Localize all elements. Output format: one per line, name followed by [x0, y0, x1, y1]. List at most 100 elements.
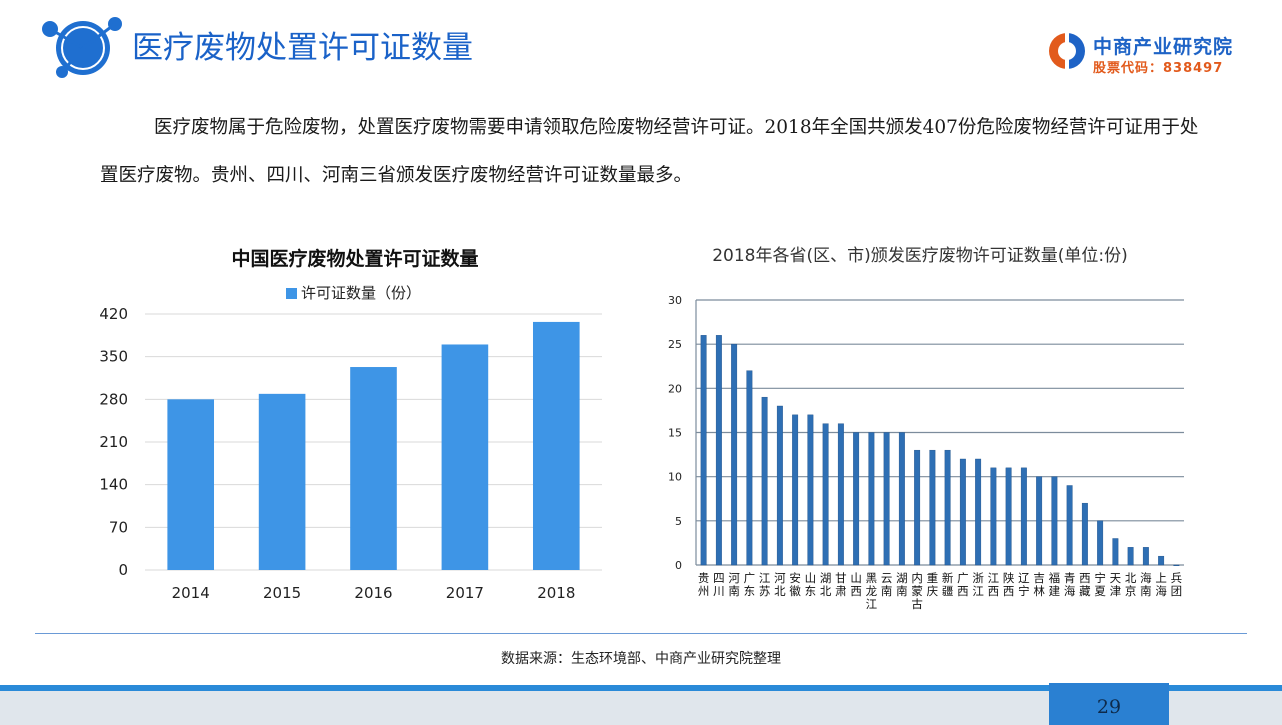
y-tick-label: 25: [668, 338, 682, 351]
x-tick-label-char: 疆: [942, 584, 954, 598]
bar: [1173, 564, 1180, 567]
bar: [807, 414, 814, 566]
y-tick-label: 210: [99, 433, 128, 451]
x-tick-label-char: 苏: [759, 584, 771, 598]
bar: [1081, 502, 1088, 566]
divider: [35, 633, 1247, 634]
bar: [990, 467, 997, 566]
x-tick-label-char: 福: [1049, 571, 1061, 585]
legend-label: 许可证数量（份）: [301, 284, 421, 302]
x-tick-label-char: 宁: [1094, 571, 1106, 585]
brand-name: 中商产业研究院: [1093, 36, 1234, 58]
y-tick-label: 20: [668, 382, 682, 395]
y-tick-label: 10: [668, 471, 682, 484]
bar: [532, 321, 580, 570]
bar: [868, 432, 875, 566]
x-tick-label-char: 重: [927, 571, 939, 585]
x-tick-label-char: 南: [1140, 584, 1152, 598]
x-tick-label-char: 藏: [1079, 584, 1091, 598]
x-tick-label: 2014: [172, 584, 210, 602]
x-tick-label-char: 南: [896, 584, 908, 598]
bar: [776, 405, 783, 566]
x-tick-label-char: 西: [1003, 584, 1015, 598]
x-tick-label-char: 川: [713, 584, 725, 598]
x-tick-label-char: 广: [744, 571, 756, 585]
bar: [350, 367, 397, 570]
bar: [822, 423, 829, 566]
bar: [746, 370, 753, 566]
x-tick-label-char: 河: [728, 571, 740, 585]
x-tick-label-char: 龙: [866, 584, 878, 598]
x-tick-label-char: 江: [972, 584, 984, 598]
x-tick-label-char: 江: [866, 597, 878, 611]
page-title: 医疗废物处置许可证数量: [132, 30, 473, 66]
x-tick-label-char: 南: [728, 584, 740, 598]
x-tick-label: 2015: [263, 584, 301, 602]
x-tick-label-char: 辽: [1018, 571, 1030, 585]
x-tick-label-char: 上: [1155, 571, 1167, 585]
bar: [975, 458, 982, 566]
bar: [731, 343, 738, 566]
y-tick-label: 70: [109, 518, 128, 536]
y-tick-label: 0: [675, 559, 682, 572]
page-number: 29: [1096, 696, 1122, 718]
x-tick-label-char: 海: [1140, 571, 1152, 585]
chart-province-licenses-svg: 2018年各省(区、市)颁发医疗废物许可证数量(单位:份) 0 5 10 15 20 25 3…: [668, 246, 1184, 611]
bar: [853, 432, 860, 566]
bar: [1051, 476, 1058, 566]
x-tick-label-char: 夏: [1094, 584, 1106, 598]
y-tick-label: 15: [668, 427, 682, 440]
x-tick-label-char: 甘: [835, 571, 847, 585]
brand-logo: 中商产业研究院 股票代码：838497: [1046, 28, 1256, 76]
x-tick-label-char: 山: [850, 571, 862, 585]
x-tick-label-char: 林: [1033, 584, 1045, 598]
chart-province-licenses: 2018年各省(区、市)颁发医疗废物许可证数量(单位:份) 0 5 10 15 20 25 3…: [660, 238, 1190, 618]
x-tick-label-char: 浙: [972, 571, 984, 585]
bar: [700, 335, 707, 566]
bar: [1066, 485, 1073, 566]
x-tick-label-char: 天: [1110, 571, 1122, 585]
logo-mark: [36, 12, 128, 82]
bar: [837, 423, 844, 566]
y-tick-label: 420: [99, 305, 128, 323]
bar: [1142, 547, 1149, 566]
x-tick-label-char: 蒙: [911, 584, 923, 598]
x-tick-label-char: 湖: [896, 571, 908, 585]
x-tick-label-char: 海: [1064, 584, 1076, 598]
x-tick-label: 2017: [446, 584, 484, 602]
x-tick-label-char: 内: [911, 571, 923, 585]
x-tick-label-char: 湖: [820, 571, 832, 585]
x-tick-label-char: 北: [820, 584, 832, 598]
x-tick-label-char: 新: [942, 571, 954, 585]
x-tick-label: 2016: [354, 584, 392, 602]
page-number-box: [1049, 683, 1169, 725]
x-tick-label-char: 吉: [1033, 571, 1045, 585]
bar: [1020, 467, 1027, 566]
x-tick-label-char: 津: [1110, 584, 1122, 598]
y-tick-label: 280: [99, 390, 128, 408]
bar: [761, 396, 768, 566]
bar: [898, 432, 905, 566]
bar: [1005, 467, 1012, 566]
x-tick-label-char: 肃: [835, 584, 847, 598]
x-tick-label-char: 团: [1171, 584, 1183, 598]
bar: [1158, 555, 1165, 566]
bar: [914, 449, 921, 566]
bar: [1097, 520, 1104, 566]
chart-annual-licenses: 中国医疗废物处置许可证数量 许可证数量（份） 0 70 140 210 280 350 420 2…: [90, 238, 620, 618]
bar: [1112, 538, 1119, 566]
y-tick-label: 140: [99, 476, 128, 494]
x-tick-label-char: 徽: [789, 584, 801, 598]
x-tick-label-char: 四: [713, 571, 725, 585]
brand-icon: [1049, 30, 1085, 72]
bar: [441, 344, 489, 570]
legend-swatch: [286, 288, 297, 299]
x-tick-label: 2018: [537, 584, 575, 602]
x-tick-label-char: 西: [988, 584, 1000, 598]
x-tick-label-char: 广: [957, 571, 969, 585]
x-tick-label-char: 宁: [1018, 584, 1030, 598]
stock-code: 股票代码：838497: [1093, 61, 1224, 76]
bar: [792, 414, 799, 566]
x-tick-label-char: 北: [774, 584, 786, 598]
